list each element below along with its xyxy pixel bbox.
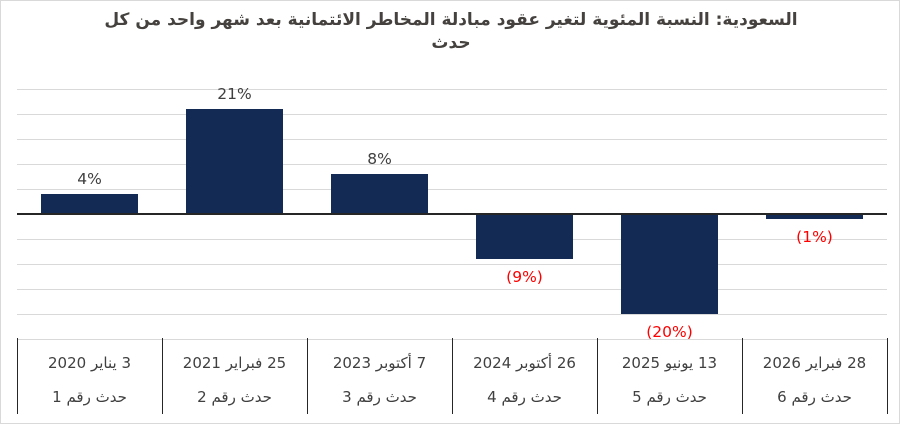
bar-value-label: 8% bbox=[367, 150, 392, 168]
gridline bbox=[17, 264, 887, 265]
bar-value-label: (20%) bbox=[646, 323, 693, 341]
category-cell: 28 فبراير 2026 حدث رقم 6 bbox=[742, 339, 887, 414]
category-tick-divider bbox=[887, 338, 888, 414]
category-tick-divider bbox=[742, 338, 743, 414]
category-event-label: حدث رقم 4 bbox=[487, 388, 562, 406]
gridline bbox=[17, 139, 887, 140]
bar bbox=[766, 214, 863, 219]
gridline bbox=[17, 189, 887, 190]
bar bbox=[41, 194, 138, 214]
bar-value-label: 21% bbox=[217, 85, 252, 103]
gridline bbox=[17, 89, 887, 90]
gridline bbox=[17, 164, 887, 165]
category-date-label: 3 يناير 2020 bbox=[48, 354, 131, 372]
bar bbox=[331, 174, 428, 214]
category-tick-divider bbox=[452, 338, 453, 414]
category-tick-divider bbox=[162, 338, 163, 414]
category-event-label: حدث رقم 3 bbox=[342, 388, 417, 406]
category-date-label: 26 أكتوبر 2024 bbox=[473, 354, 576, 372]
category-cell: 7 أكتوبر 2023 حدث رقم 3 bbox=[307, 339, 452, 414]
gridline bbox=[17, 314, 887, 315]
bar-value-label: (1%) bbox=[796, 228, 833, 246]
category-cell: 25 فبراير 2021 حدث رقم 2 bbox=[162, 339, 307, 414]
bar bbox=[621, 214, 718, 314]
category-cell: 3 يناير 2020 حدث رقم 1 bbox=[17, 339, 162, 414]
chart-title: السعودية: النسبة المئوية لتغير عقود مباد… bbox=[104, 10, 798, 53]
category-tick-divider bbox=[597, 338, 598, 414]
zero-axis-line bbox=[17, 213, 887, 215]
category-cell: 26 أكتوبر 2024 حدث رقم 4 bbox=[452, 339, 597, 414]
category-event-label: حدث رقم 6 bbox=[777, 388, 852, 406]
category-date-label: 7 أكتوبر 2023 bbox=[332, 354, 427, 372]
category-date-label: 28 فبراير 2026 bbox=[762, 354, 867, 372]
category-date-label: 13 يونيو 2025 bbox=[621, 354, 718, 372]
gridline bbox=[17, 239, 887, 240]
gridline bbox=[17, 114, 887, 115]
category-event-label: حدث رقم 5 bbox=[632, 388, 707, 406]
bar bbox=[476, 214, 573, 259]
bar bbox=[186, 109, 283, 214]
bar-value-label: 4% bbox=[77, 170, 102, 188]
category-cell: 13 يونيو 2025 حدث رقم 5 bbox=[597, 339, 742, 414]
category-event-label: حدث رقم 2 bbox=[197, 388, 272, 406]
gridline bbox=[17, 289, 887, 290]
category-tick-divider bbox=[17, 338, 18, 414]
bar-value-label: (9%) bbox=[506, 268, 543, 286]
category-date-label: 25 فبراير 2021 bbox=[182, 354, 287, 372]
category-event-label: حدث رقم 1 bbox=[52, 388, 127, 406]
category-tick-divider bbox=[307, 338, 308, 414]
